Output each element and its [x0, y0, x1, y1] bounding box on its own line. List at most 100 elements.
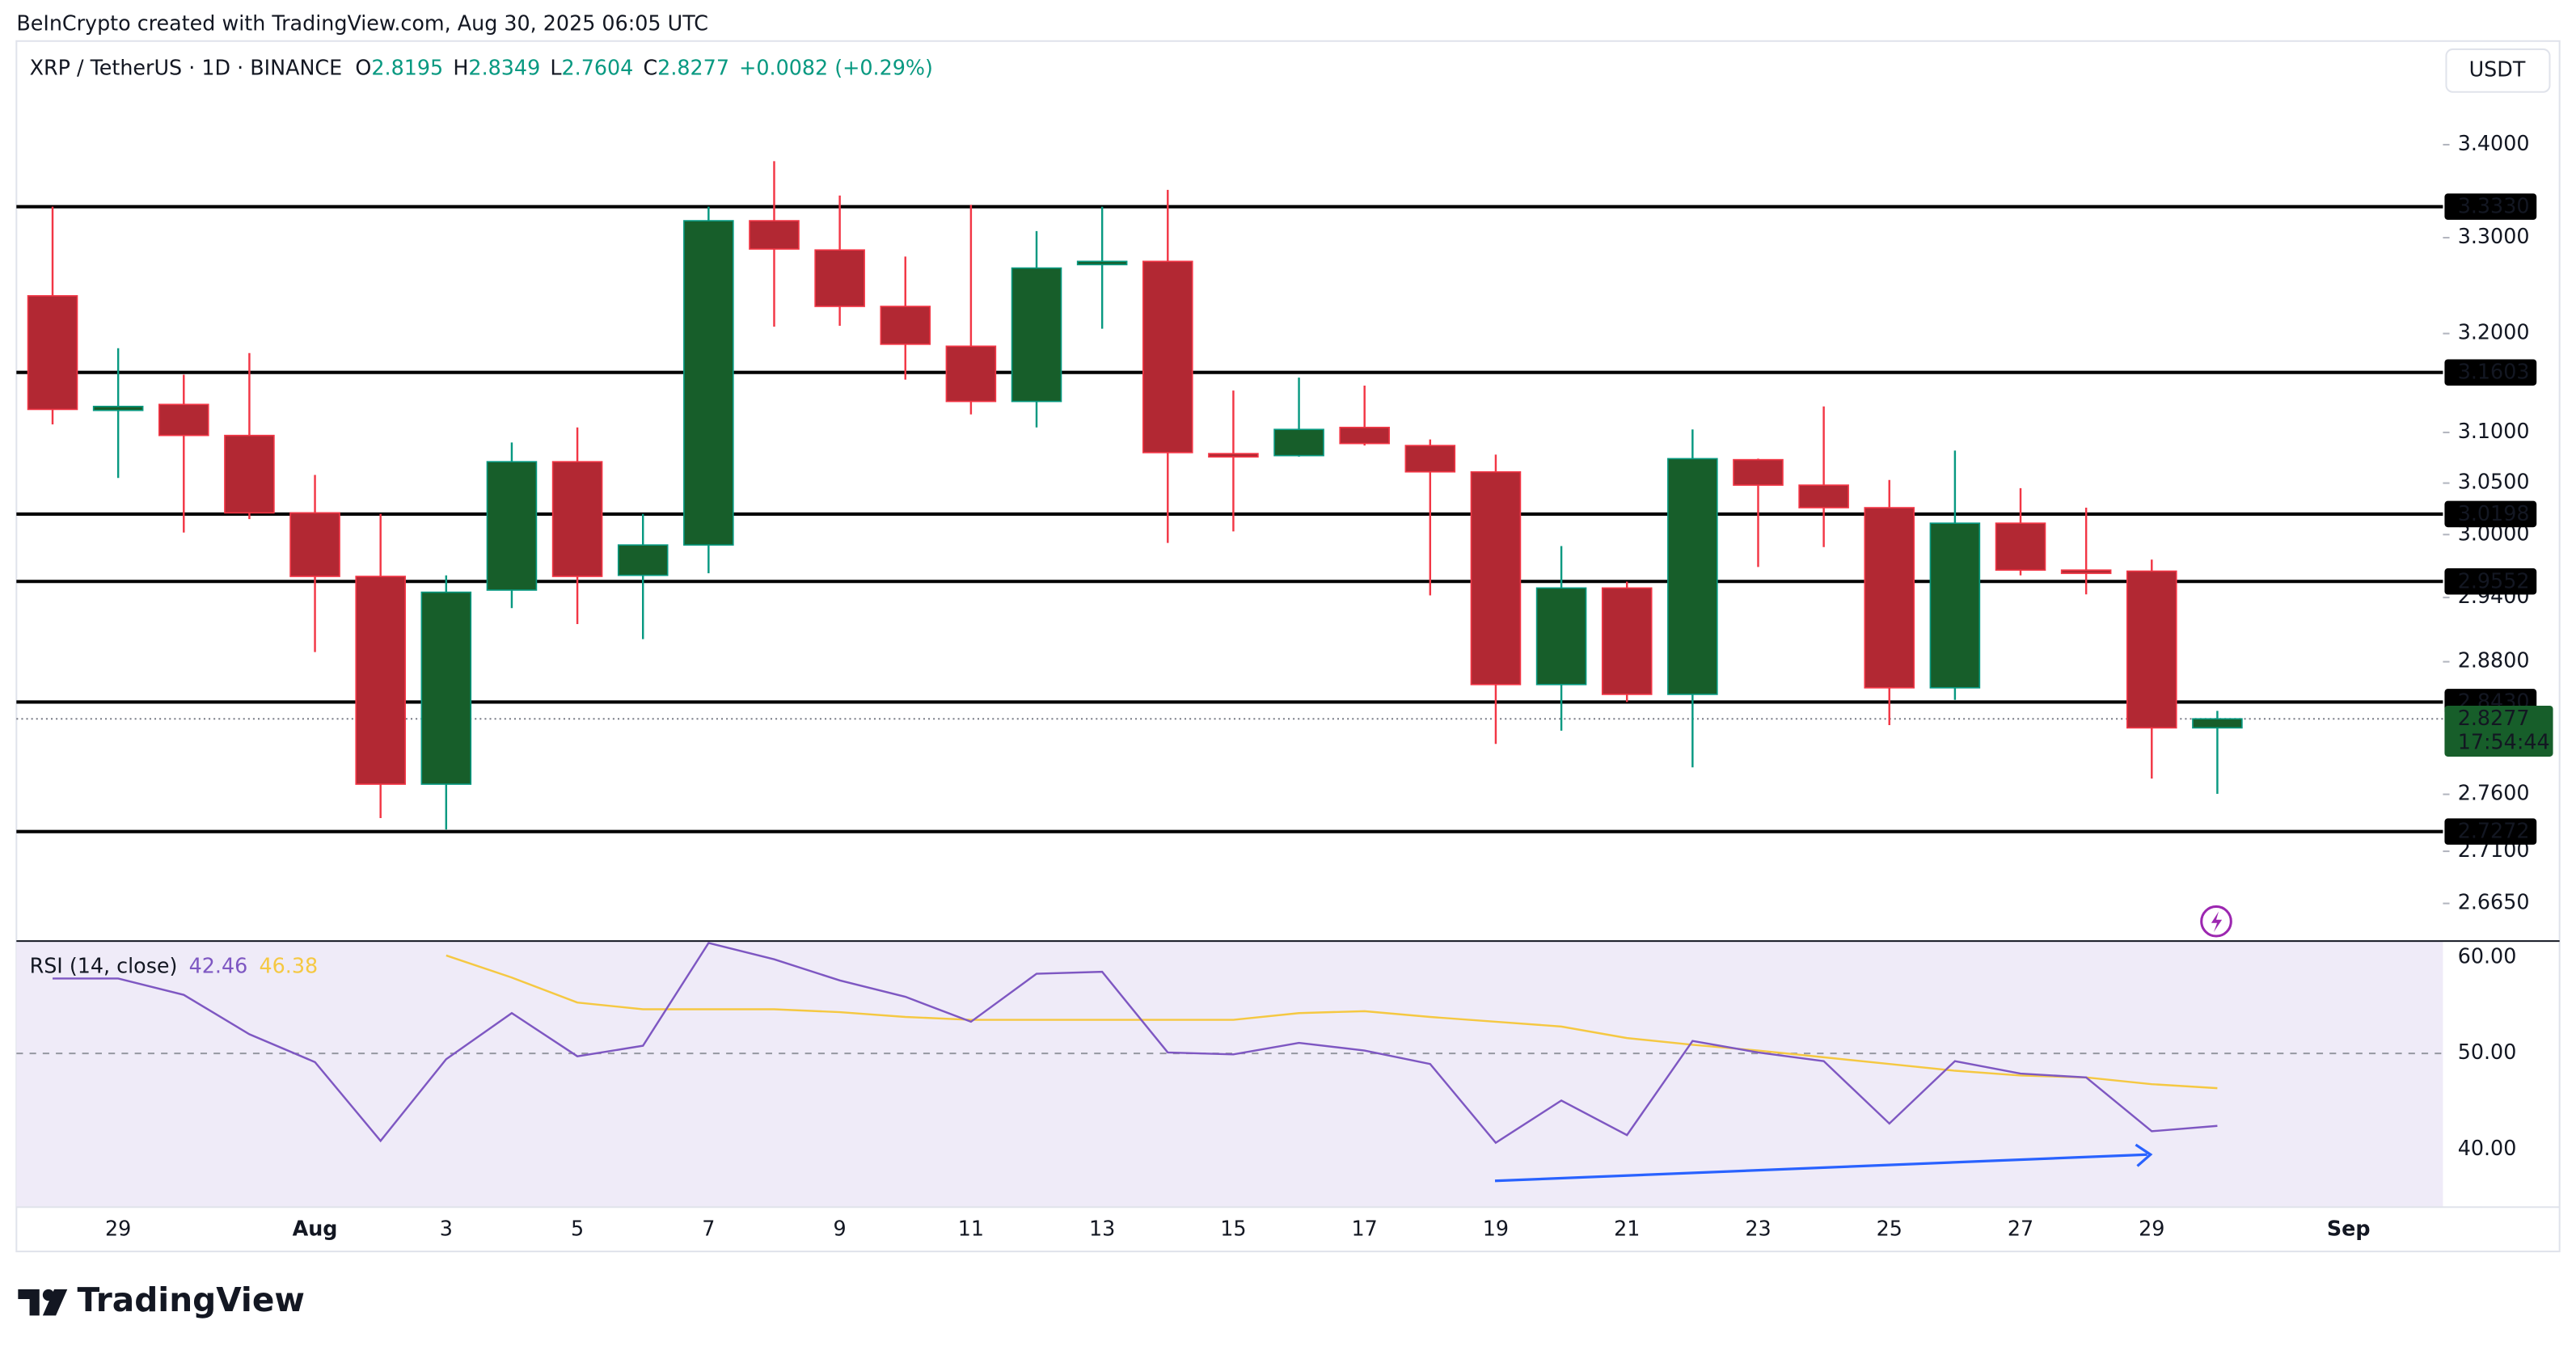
- currency-button[interactable]: [2445, 48, 2551, 93]
- low-label: L: [550, 55, 561, 79]
- levels: [16, 205, 2443, 833]
- x-tick-label: 25: [1877, 1217, 1902, 1241]
- candle-body: [289, 512, 340, 577]
- y-tick-label: 3.3000: [2458, 224, 2530, 248]
- candle-body: [1601, 587, 1653, 695]
- y-tick-label: 2.7600: [2458, 781, 2530, 805]
- x-tick-label: 3: [440, 1217, 453, 1241]
- high-label: H: [453, 55, 468, 79]
- rsi-lines: [16, 942, 2443, 1145]
- x-tick-label: 23: [1745, 1217, 1771, 1241]
- level-label: 2.9552: [2458, 568, 2530, 593]
- candle-body: [1864, 507, 1915, 689]
- rsi-tick-label: 40.00: [2458, 1136, 2517, 1160]
- y-tick-label: 2.8800: [2458, 648, 2530, 673]
- open-value: 2.8195: [371, 55, 443, 79]
- countdown: 17:54:44: [2458, 730, 2550, 754]
- candle-body: [814, 249, 865, 307]
- low-value: 2.7604: [562, 55, 634, 79]
- candle-body: [1339, 426, 1390, 445]
- trend-arrow: [1494, 1143, 2153, 1183]
- level-label: 3.1603: [2458, 360, 2530, 384]
- candle-body: [2126, 570, 2177, 729]
- level-label-box: [2444, 359, 2537, 386]
- logo-slash: [42, 1289, 68, 1316]
- brand-logo: [18, 1289, 68, 1316]
- candle-body: [2060, 569, 2112, 575]
- y-tick-label: 3.1000: [2458, 419, 2530, 443]
- x-tick-label: 17: [1352, 1217, 1378, 1241]
- rsi-pane: [16, 941, 2443, 1208]
- x-tick-label: 29: [105, 1217, 131, 1241]
- y-tick-label: 3.2000: [2458, 320, 2530, 344]
- high-value: 2.8349: [468, 55, 540, 79]
- candle-body: [2192, 718, 2243, 729]
- level-label: 2.7272: [2458, 819, 2530, 843]
- rsi-tick-label: 60.00: [2458, 943, 2517, 968]
- candle-body: [158, 403, 209, 437]
- symbol: XRP / TetherUS · 1D · BINANCE: [30, 55, 343, 79]
- candle-body: [1798, 484, 1849, 508]
- candle-body: [617, 544, 669, 576]
- candle-body: [683, 220, 734, 546]
- axes: 3.40003.30003.20003.10003.05003.00002.94…: [105, 131, 2553, 1241]
- close-label: C: [643, 55, 657, 79]
- candle-body: [749, 220, 800, 250]
- level-label-box: [2444, 818, 2537, 845]
- candle-body: [1076, 260, 1128, 266]
- x-tick-label: 7: [702, 1217, 715, 1241]
- candle-body: [355, 576, 406, 785]
- candle-body: [1273, 428, 1324, 457]
- level-label: 3.3330: [2458, 194, 2530, 218]
- arrow-line: [1494, 1153, 2147, 1183]
- alert-icon[interactable]: [2200, 905, 2232, 938]
- close-value: 2.8277: [657, 55, 729, 79]
- x-tick-label: 27: [2008, 1217, 2033, 1241]
- candle-body: [1142, 260, 1193, 454]
- x-tick-label: 11: [958, 1217, 984, 1241]
- candle-body: [27, 295, 78, 411]
- currency[interactable]: USDT: [2469, 57, 2526, 81]
- candle-body: [1535, 587, 1587, 686]
- alert-bolt[interactable]: [2211, 911, 2223, 932]
- candle-body: [224, 434, 275, 514]
- attribution: BeInCrypto created with TradingView.com,…: [16, 11, 708, 35]
- level-label: 3.0198: [2458, 501, 2530, 525]
- candle-body: [1208, 453, 1259, 458]
- level-label-box: [2444, 568, 2537, 595]
- last-price-label: 2.8277: [2458, 706, 2530, 730]
- level-label-box: [2444, 500, 2537, 528]
- y-tick-label: 3.4000: [2458, 131, 2530, 155]
- brand: TradingView: [77, 1280, 304, 1319]
- x-tick-label: 5: [571, 1217, 584, 1241]
- x-tick-label: 9: [834, 1217, 847, 1241]
- rsi-line: [53, 942, 2218, 1145]
- level-label-box: [2444, 193, 2537, 220]
- x-tick-label: 13: [1089, 1217, 1115, 1241]
- x-tick-label: 29: [2139, 1217, 2164, 1241]
- rsi-tick-label: 50.00: [2458, 1040, 2517, 1064]
- x-tick-label: Sep: [2327, 1217, 2371, 1241]
- candle-body: [1667, 458, 1718, 695]
- rsi-ma-value: 46.38: [259, 954, 318, 978]
- rsi-legend: RSI (14, close) 42.46 46.38: [30, 954, 319, 978]
- x-tick-label: Aug: [293, 1217, 338, 1241]
- rsi-ma-line: [446, 954, 2218, 1090]
- candle-body: [1404, 445, 1456, 473]
- last-price-box: [2444, 705, 2553, 757]
- rsi-value: 42.46: [189, 954, 248, 978]
- candle-body: [1995, 522, 2046, 572]
- candle-body: [880, 306, 931, 345]
- candle-body: [1011, 267, 1062, 403]
- x-tick-label: 15: [1220, 1217, 1246, 1241]
- candle-body: [486, 461, 538, 591]
- candle-body: [420, 591, 472, 785]
- logo-seven: [18, 1289, 40, 1316]
- candle-body: [92, 405, 144, 411]
- chart-frame: [15, 40, 2561, 1253]
- candle-body: [1733, 458, 1784, 486]
- y-tick-label: 3.0500: [2458, 470, 2530, 494]
- arrow-head: [2135, 1143, 2153, 1167]
- candle-body: [551, 461, 603, 577]
